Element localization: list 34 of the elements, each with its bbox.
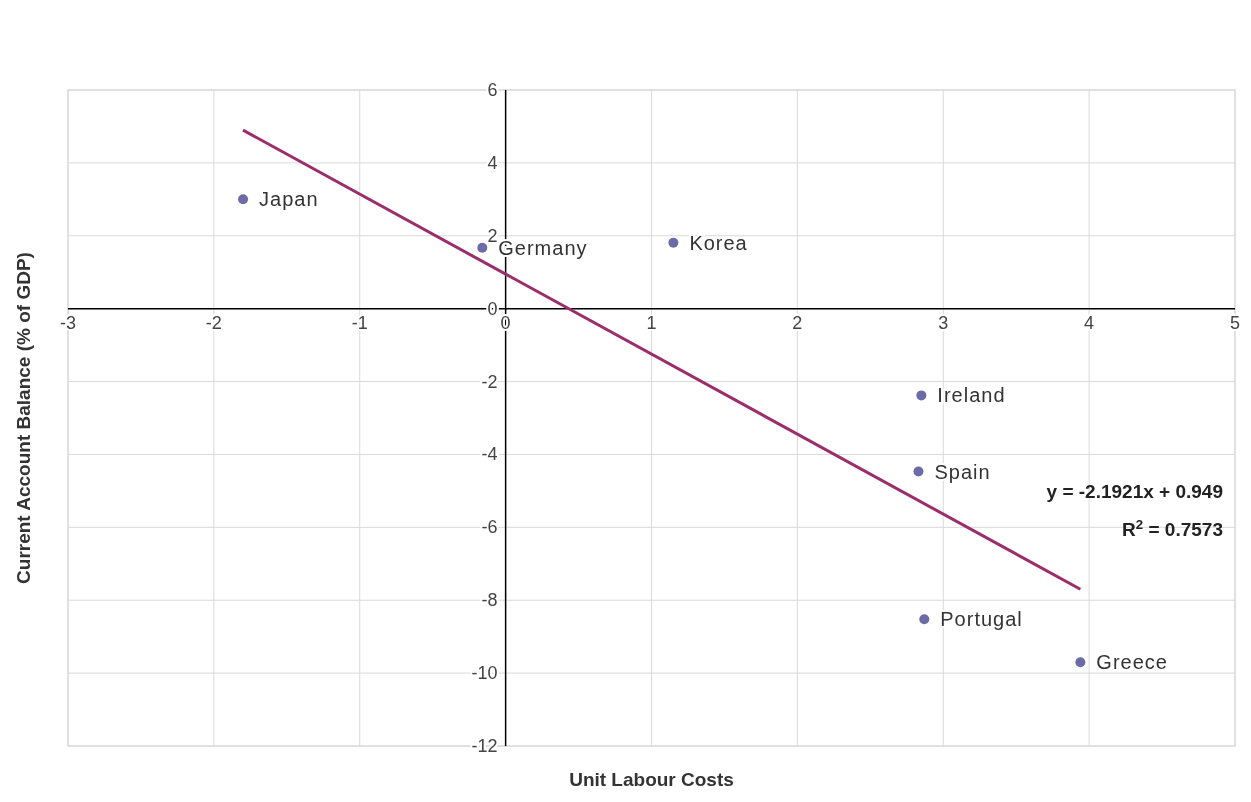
y-tick-label: -8 xyxy=(481,590,498,611)
x-axis-title: Unit Labour Costs xyxy=(569,769,734,790)
x-tick-label: 2 xyxy=(792,312,803,333)
x-tick-label: 4 xyxy=(1084,312,1095,333)
x-tick-label: -3 xyxy=(59,312,77,333)
y-tick-label: 2 xyxy=(487,225,498,246)
x-tick-label: -2 xyxy=(205,312,222,333)
y-tick-label: -2 xyxy=(481,371,498,392)
annotation: y = -2.1921x + 0.949 xyxy=(1046,481,1223,503)
y-tick-label: 4 xyxy=(487,152,498,173)
annotation: Greece xyxy=(1096,651,1168,674)
y-axis-title: Current Account Balance (% of GDP) xyxy=(13,252,34,584)
annotation: Korea xyxy=(689,231,748,254)
point xyxy=(916,390,927,401)
point xyxy=(919,614,930,625)
x-tick-label: 5 xyxy=(1229,312,1241,333)
point xyxy=(913,466,924,477)
annotation: Spain xyxy=(934,460,991,483)
annotation: Ireland xyxy=(937,384,1006,407)
x-tick-label: 3 xyxy=(938,312,949,333)
point xyxy=(477,242,488,253)
annotation: R$^{2}$ = 0.7573 xyxy=(1122,516,1223,541)
annotation: Japan xyxy=(259,188,319,211)
y-tick-label: -12 xyxy=(471,736,498,756)
point xyxy=(668,237,679,248)
y-tick-label: -6 xyxy=(481,517,498,538)
x-tick-label: -1 xyxy=(351,312,368,333)
point xyxy=(238,194,249,205)
y-tick-label: -4 xyxy=(481,444,498,465)
x-tick-label: 1 xyxy=(646,312,657,333)
y-tick-label: 6 xyxy=(487,80,498,100)
point xyxy=(1075,657,1086,668)
annotation: Portugal xyxy=(940,608,1023,631)
y-tick-label: -10 xyxy=(471,663,498,684)
